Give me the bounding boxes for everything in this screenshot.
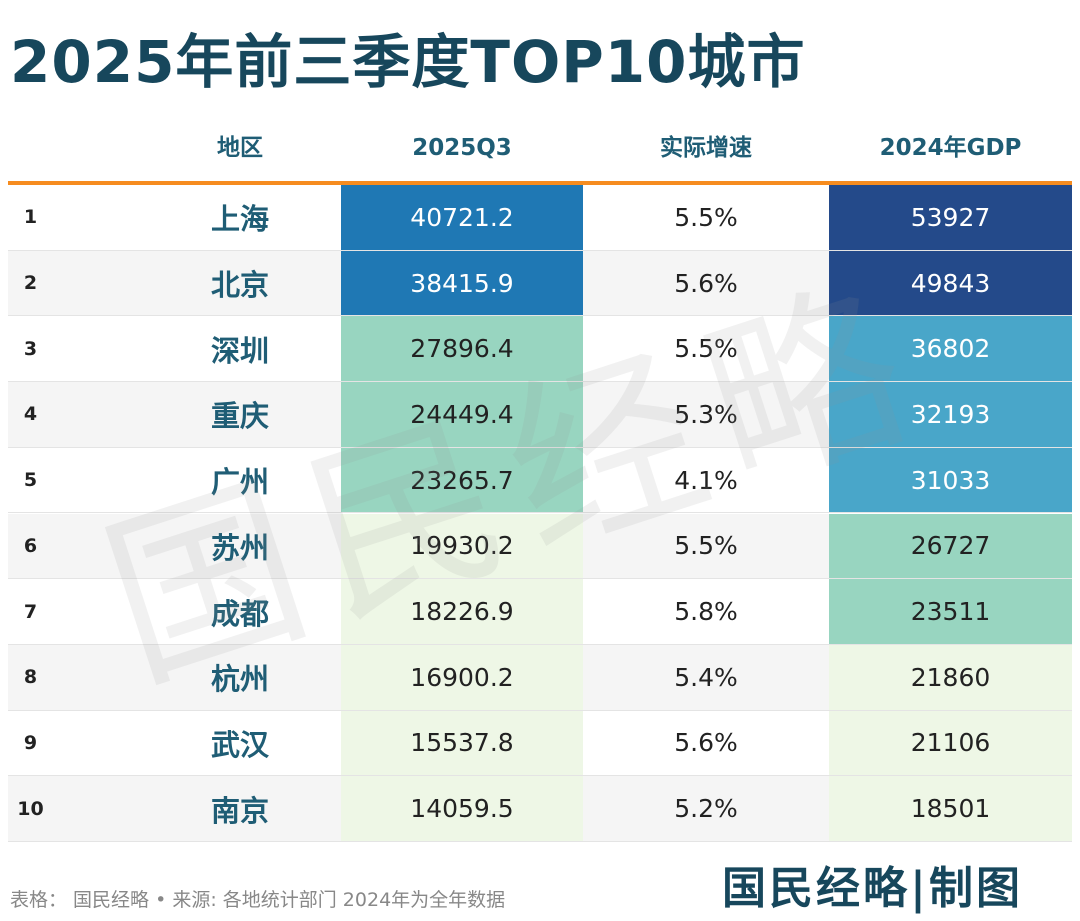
growth-cell: 5.6% xyxy=(674,728,738,758)
gdp2024-cell: 21860 xyxy=(829,644,1072,710)
table-row: 4 重庆 24449.4 5.3% 32193 xyxy=(8,382,1072,448)
rank-cell: 10 xyxy=(17,797,44,820)
q3-cell: 16900.2 xyxy=(341,644,583,710)
growth-cell: 5.5% xyxy=(674,202,738,232)
city-cell: 杭州 xyxy=(210,662,269,697)
rank-cell: 3 xyxy=(23,337,38,360)
header-rule xyxy=(8,181,1072,185)
city-cell: 深圳 xyxy=(210,333,269,368)
growth-cell: 5.5% xyxy=(674,334,738,364)
table-row: 6 苏州 19930.2 5.5% 26727 xyxy=(8,513,1072,580)
header-gdp2024: 2024年GDP xyxy=(879,135,1022,161)
q3-cell: 14059.5 xyxy=(341,776,583,841)
rank-cell: 1 xyxy=(23,206,38,229)
table-row: 1 上海 40721.2 5.5% 53927 xyxy=(8,185,1072,251)
q3-cell: 19930.2 xyxy=(341,513,583,579)
gdp2024-cell: 31033 xyxy=(829,447,1072,513)
rank-cell: 8 xyxy=(23,666,38,689)
city-cell: 上海 xyxy=(210,202,269,237)
city-cell: 南京 xyxy=(210,793,269,828)
q3-cell: 18226.9 xyxy=(341,579,583,644)
q3-cell: 38415.9 xyxy=(341,250,583,316)
growth-cell: 5.2% xyxy=(674,794,738,824)
growth-cell: 5.3% xyxy=(674,399,738,429)
gdp2024-cell: 53927 xyxy=(829,185,1072,250)
growth-cell: 5.4% xyxy=(674,662,738,692)
growth-cell: 5.5% xyxy=(674,531,738,561)
q3-cell: 27896.4 xyxy=(341,316,583,382)
q3-cell: 23265.7 xyxy=(341,447,583,513)
q3-cell: 40721.2 xyxy=(341,185,583,250)
city-cell: 苏州 xyxy=(210,530,269,565)
growth-cell: 5.6% xyxy=(674,268,738,298)
rank-cell: 4 xyxy=(23,403,38,426)
table-row: 7 成都 18226.9 5.8% 23511 xyxy=(8,579,1072,645)
city-cell: 成都 xyxy=(210,596,269,631)
table-row: 3 深圳 27896.4 5.5% 36802 xyxy=(8,316,1072,383)
table-row: 5 广州 23265.7 4.1% 31033 xyxy=(8,447,1072,514)
header-q3: 2025Q3 xyxy=(412,135,512,161)
header-growth: 实际增速 xyxy=(660,135,752,161)
city-cell: 武汉 xyxy=(210,727,269,762)
table-row: 2 北京 38415.9 5.6% 49843 xyxy=(8,250,1072,317)
rank-cell: 6 xyxy=(23,534,38,557)
rank-cell: 2 xyxy=(23,272,38,295)
brand-logo: 国民经略|制图 xyxy=(722,863,1024,914)
city-cell: 重庆 xyxy=(210,399,269,434)
gdp2024-cell: 18501 xyxy=(829,776,1072,841)
city-cell: 北京 xyxy=(210,268,269,303)
table-row: 10 南京 14059.5 5.2% 18501 xyxy=(8,776,1072,842)
table-row: 8 杭州 16900.2 5.4% 21860 xyxy=(8,644,1072,711)
q3-cell: 15537.8 xyxy=(341,710,583,776)
gdp2024-cell: 26727 xyxy=(829,513,1072,579)
rank-cell: 5 xyxy=(23,469,38,492)
gdp2024-cell: 32193 xyxy=(829,382,1072,447)
rank-cell: 7 xyxy=(23,600,38,623)
table-row: 9 武汉 15537.8 5.6% 21106 xyxy=(8,710,1072,777)
header-region: 地区 xyxy=(217,135,263,161)
gdp2024-cell: 49843 xyxy=(829,250,1072,316)
growth-cell: 5.8% xyxy=(674,597,738,627)
growth-cell: 4.1% xyxy=(674,465,738,495)
footer-source: 表格： 国民经略 • 来源: 各地统计部门 2024年为全年数据 xyxy=(10,889,506,911)
page-title: 2025年前三季度TOP10城市 xyxy=(10,28,806,96)
q3-cell: 24449.4 xyxy=(341,382,583,447)
gdp2024-cell: 21106 xyxy=(829,710,1072,776)
gdp2024-cell: 36802 xyxy=(829,316,1072,382)
city-cell: 广州 xyxy=(210,465,269,500)
gdp2024-cell: 23511 xyxy=(829,579,1072,644)
rank-cell: 9 xyxy=(23,731,38,754)
